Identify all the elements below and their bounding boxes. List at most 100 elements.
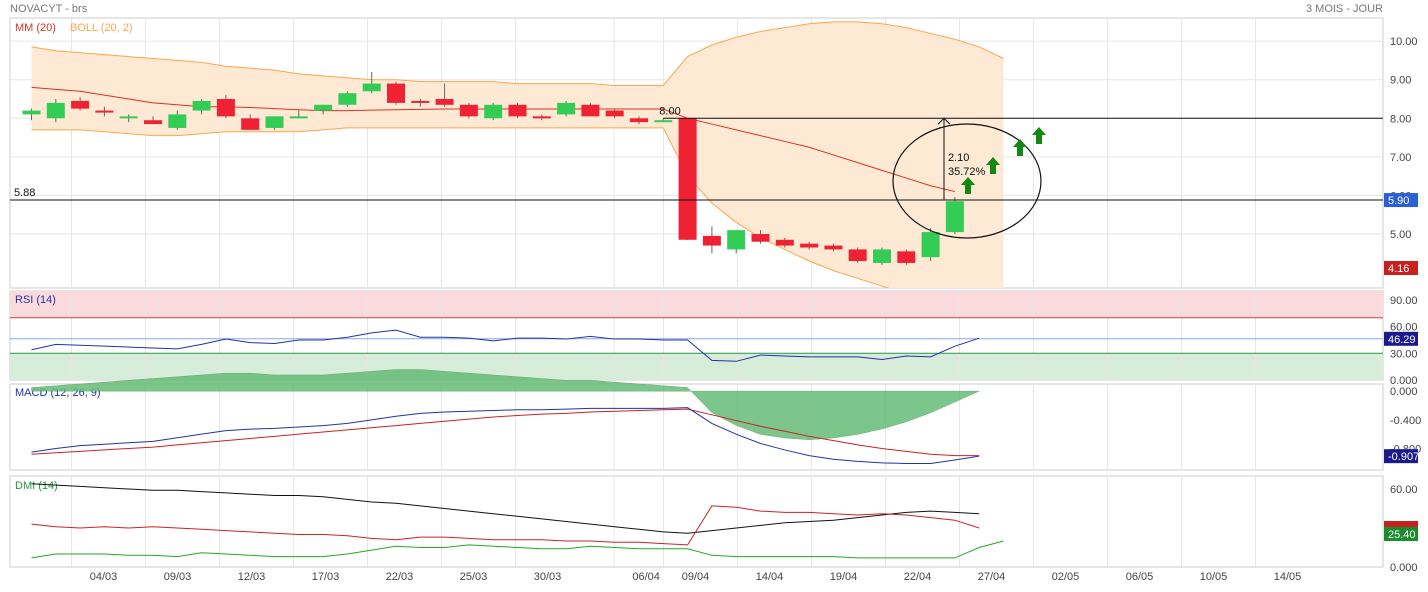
x-tick-label: 14/05 (1274, 571, 1302, 583)
x-tick-label: 19/04 (830, 571, 858, 583)
candle-body (289, 116, 308, 119)
dmi-minus-line (31, 505, 980, 546)
candle-body (95, 110, 114, 113)
candle-body (824, 245, 843, 250)
dmi-y-tick: 0.000 (1390, 562, 1418, 574)
rsi-last-badge: 46.29 (1388, 334, 1416, 346)
x-tick-label: 09/03 (164, 571, 192, 583)
measure-percent: 35.72% (948, 166, 986, 178)
x-tick-label: 02/05 (1052, 571, 1080, 583)
x-tick-label: 30/03 (534, 571, 562, 583)
candle-body (630, 118, 648, 123)
rsi-y-tick: 30.00 (1390, 348, 1418, 360)
dmi-adx-line (31, 483, 980, 534)
up-arrow-icon (961, 177, 975, 194)
low-marker-badge-bg (1384, 261, 1418, 275)
chart-title: NOVACYT - brs (10, 3, 88, 15)
x-tick-label: 06/05 (1126, 571, 1154, 583)
highlight-circle (892, 123, 1042, 239)
rsi-line (31, 329, 980, 362)
x-tick-label: 22/03 (386, 571, 414, 583)
candle-body (800, 243, 819, 248)
x-tick-label: 25/03 (460, 571, 488, 583)
up-arrow-icon (986, 157, 1000, 174)
dmi-minus-badge (1384, 521, 1418, 528)
candle-body (362, 83, 381, 92)
y-tick-label: 5.00 (1390, 229, 1411, 241)
candle-body (265, 116, 284, 128)
macd-signal-line (31, 408, 980, 457)
last-price-badge: 5.90 (1388, 195, 1409, 207)
x-tick-label: 14/04 (756, 571, 784, 583)
x-tick-label: 06/04 (632, 571, 660, 583)
y-tick-label: 7.00 (1390, 152, 1411, 164)
rsi-y-tick: 60.00 (1390, 322, 1418, 334)
candle-body (241, 118, 260, 130)
bollinger-lower (31, 127, 890, 288)
dmi-title: DMI (14) (15, 480, 58, 492)
candle-body (192, 100, 211, 111)
candle-body (921, 232, 940, 258)
candle-body (605, 110, 624, 117)
candle-body (897, 251, 916, 263)
y-tick-label: 10.00 (1390, 36, 1418, 48)
candle-body (727, 230, 746, 250)
candle-body (387, 83, 405, 103)
candle-body (775, 239, 794, 246)
macd-y-tick: 0.000 (1390, 386, 1418, 398)
legend-boll: BOLL (20, 2) (70, 22, 133, 34)
bollinger-fill (31, 21, 1004, 288)
y-tick-label: 8.00 (1390, 113, 1411, 125)
pane-frame-d (9, 475, 1384, 568)
candle-body (168, 114, 187, 128)
candle-body (581, 104, 600, 117)
macd-y-tick: -0.400 (1390, 415, 1421, 427)
x-tick-label: 12/03 (238, 571, 266, 583)
rsi-y-tick: 90.00 (1390, 295, 1418, 307)
pane-frame-m (9, 383, 1384, 471)
candle-body (751, 234, 770, 242)
candle-body (338, 93, 357, 105)
candle-body (314, 104, 333, 111)
resistance-label: 8.00 (659, 105, 680, 117)
candle-body (873, 249, 891, 263)
candle-body (119, 116, 138, 119)
bollinger-upper (31, 21, 1004, 86)
candle-body (71, 100, 90, 109)
y-tick-label: 9.00 (1390, 75, 1411, 87)
candle-body (435, 99, 454, 105)
measure-arrowhead (937, 117, 951, 125)
rsi-title: RSI (14) (15, 294, 56, 306)
candle-body (216, 99, 235, 117)
x-tick-label: 04/03 (90, 571, 118, 583)
x-tick-label: 27/04 (978, 571, 1006, 583)
x-tick-label: 10/05 (1200, 571, 1228, 583)
candle-body (459, 104, 478, 117)
candle-body (702, 235, 721, 246)
candle-body (46, 102, 65, 119)
x-tick-label: 22/04 (904, 571, 932, 583)
dmi-last-badge: 25.40 (1388, 529, 1416, 541)
candle-body (22, 110, 41, 115)
macd-line (31, 407, 980, 465)
x-tick-label: 09/04 (682, 571, 710, 583)
legend-ma: MM (20) (15, 22, 56, 34)
candle-body (654, 120, 673, 123)
candle-body (484, 104, 503, 119)
up-arrow-icon (1032, 127, 1046, 144)
low-marker-badge: 4.16 (1388, 263, 1409, 275)
x-tick-label: 17/03 (312, 571, 340, 583)
candle-body (678, 118, 697, 240)
candle-body (945, 201, 964, 233)
measure-change: 2.10 (948, 152, 969, 164)
up-arrow-icon (1013, 139, 1027, 156)
candle-body (508, 104, 527, 117)
rsi-y-tick: 0.000 (1390, 375, 1418, 387)
macd-last-badge-bg (1384, 449, 1418, 464)
macd-last-badge: -0.907 (1388, 451, 1419, 463)
period-label: 3 MOIS - JOUR (1305, 3, 1383, 15)
rsi-last-badge-bg (1384, 331, 1418, 346)
candle-body (848, 249, 867, 261)
